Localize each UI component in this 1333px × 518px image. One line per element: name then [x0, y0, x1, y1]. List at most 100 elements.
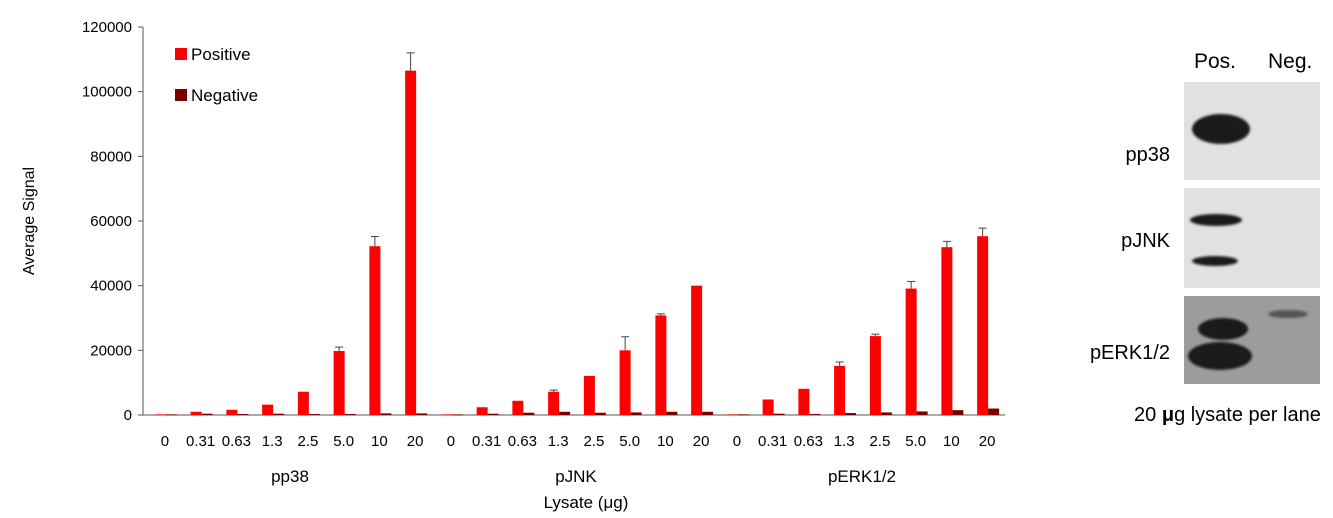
y-tick-label: 100000 [82, 84, 132, 101]
x-tick-label: 10 [657, 433, 674, 450]
blot-image-pp38 [1184, 82, 1320, 180]
bar-negative [273, 413, 285, 415]
y-tick-label: 0 [124, 407, 132, 424]
western-blot-panel: Pos. Neg. pp38 pJNK pERK1/2 20 μg lysate… [1080, 20, 1330, 440]
bar-negative [165, 414, 177, 416]
x-tick-label: 0.31 [472, 433, 501, 450]
x-tick-label: 0 [733, 433, 741, 450]
bar-negative [845, 413, 857, 415]
group-label: pJNK [555, 467, 597, 486]
y-tick-label: 60000 [90, 213, 132, 230]
x-tick-label: 10 [943, 433, 960, 450]
bar-negative [666, 411, 678, 415]
x-tick-label: 0.31 [186, 433, 215, 450]
blot-row-label-pp38: pp38 [1125, 144, 1171, 166]
bar-positive [798, 388, 810, 415]
bar-positive [297, 391, 309, 415]
bar-negative [380, 413, 392, 415]
x-tick-label: 20 [979, 433, 996, 450]
x-tick-label: 2.5 [869, 433, 890, 450]
blot-caption-prefix: 20 [1134, 404, 1162, 426]
bar-positive [226, 409, 238, 415]
bar-negative [988, 408, 1000, 415]
group-label: pp38 [271, 467, 309, 486]
x-tick-label: 1.3 [834, 433, 855, 450]
bar-negative [451, 414, 463, 416]
bar-positive [512, 400, 524, 415]
bar-negative [630, 412, 642, 415]
legend-label-positive: Positive [191, 45, 251, 64]
bar-positive [619, 350, 631, 415]
bar-positive [333, 350, 345, 415]
bar-positive [834, 365, 846, 415]
bar-positive [405, 70, 417, 416]
bar-positive [762, 399, 774, 415]
bar-negative [344, 414, 356, 416]
bar-positive [476, 407, 488, 415]
blot-row-label-perk: pERK1/2 [1089, 342, 1170, 364]
blot-band [1192, 114, 1250, 144]
bar-chart: 020000400006000080000100000120000Average… [21, 19, 1005, 512]
x-tick-label: 2.5 [297, 433, 318, 450]
y-axis-label: Average Signal [21, 167, 38, 275]
x-tick-label: 0 [161, 433, 169, 450]
bar-positive [548, 391, 560, 415]
blot-band [1198, 318, 1248, 340]
bar-negative [237, 414, 249, 416]
x-tick-label: 20 [693, 433, 710, 450]
bar-negative [594, 412, 606, 415]
blot-col-label-pos: Pos. [1194, 50, 1237, 73]
blot-col-label-neg: Neg. [1268, 50, 1313, 73]
bar-positive [869, 336, 881, 415]
bar-negative [952, 410, 964, 415]
bar-negative [916, 411, 928, 415]
y-tick-label: 20000 [90, 342, 132, 359]
x-tick-label: 0.63 [794, 433, 823, 450]
bar-negative [737, 414, 749, 416]
x-tick-label: 0.63 [508, 433, 537, 450]
x-tick-label: 0.63 [222, 433, 251, 450]
bar-negative [416, 413, 428, 415]
x-tick-label: 5.0 [619, 433, 640, 450]
bar-positive [941, 247, 953, 415]
bar-negative [559, 411, 571, 415]
y-tick-label: 80000 [90, 148, 132, 165]
x-tick-label: 5.0 [905, 433, 926, 450]
x-tick-label: 2.5 [583, 433, 604, 450]
blot-caption: 20 μg lysate per lane [1134, 404, 1321, 427]
chart-legend: Positive Negative [175, 45, 258, 105]
blot-band [1192, 256, 1238, 266]
bar-positive [190, 411, 202, 415]
x-tick-label: 1.3 [548, 433, 569, 450]
x-tick-label: 1.3 [262, 433, 283, 450]
x-axis-label: Lysate (μg) [544, 493, 629, 512]
group-label: pERK1/2 [828, 467, 896, 486]
bar-positive [977, 236, 989, 415]
y-tick-label: 40000 [90, 278, 132, 295]
chart-labels: 020000400006000080000100000120000Average… [21, 19, 995, 512]
bar-negative [201, 413, 213, 415]
chart-bars [154, 52, 1000, 416]
legend-swatch-positive [175, 48, 187, 60]
bar-positive [154, 414, 166, 416]
x-tick-label: 20 [407, 433, 424, 450]
bar-negative [487, 413, 499, 415]
blot-band [1190, 214, 1242, 226]
bar-positive [440, 414, 452, 416]
bar-positive [262, 404, 274, 415]
bar-positive [583, 375, 595, 415]
bar-positive [655, 315, 667, 415]
blot-image-pjnk [1184, 188, 1320, 288]
bar-negative [702, 411, 714, 415]
blot-row-label-pjnk: pJNK [1121, 230, 1170, 252]
x-tick-label: 10 [371, 433, 388, 450]
bar-positive [905, 288, 917, 415]
bar-negative [809, 414, 821, 416]
legend-label-negative: Negative [191, 86, 258, 105]
blot-caption-unit: μ [1161, 404, 1175, 426]
bar-positive [369, 246, 381, 415]
bar-negative [308, 414, 320, 416]
legend-swatch-negative [175, 89, 187, 101]
blot-band [1188, 342, 1252, 370]
bar-negative [773, 413, 785, 415]
